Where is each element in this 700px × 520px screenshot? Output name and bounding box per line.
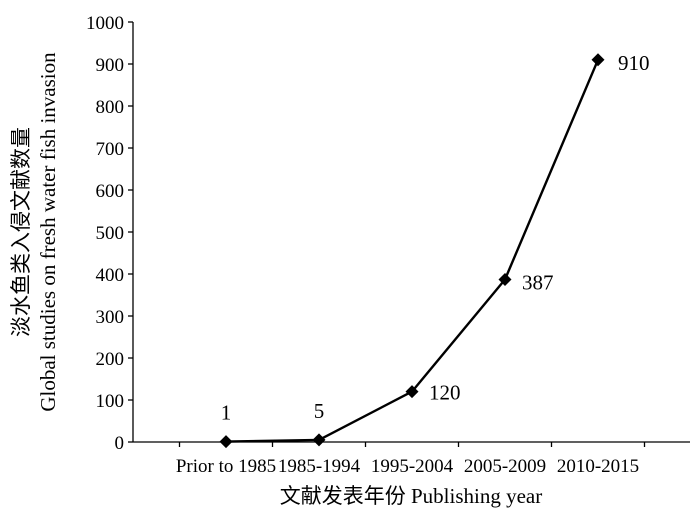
y-axis-title-chinese: 淡水鱼类入侵文献数量: [9, 127, 33, 337]
data-point-marker: [591, 53, 605, 67]
data-point-marker: [498, 272, 512, 286]
x-tick-label: Prior to 1985: [176, 456, 276, 477]
y-tick-label: 800: [96, 97, 125, 118]
y-tick-label: 200: [96, 349, 125, 370]
x-axis-title: 文献发表年份 Publishing year: [280, 484, 543, 508]
data-label: 910: [618, 51, 650, 75]
y-axis-title: 淡水鱼类入侵文献数量 Global studies on fresh water…: [9, 52, 60, 412]
data-labels: 1 5 120 387 910: [221, 51, 650, 425]
x-tick-label: 1995-2004: [371, 456, 454, 477]
x-axis-ticks: Prior to 1985 1985-1994 1995-2004 2005-2009…: [176, 442, 646, 477]
y-tick-label: 600: [96, 181, 125, 202]
data-label: 1: [221, 401, 232, 425]
x-tick-label: 1985-1994: [278, 456, 361, 477]
x-tick-label: 2005-2009: [464, 456, 546, 477]
y-tick-label: 700: [96, 139, 125, 160]
data-markers: [219, 53, 605, 449]
y-tick-label: 500: [96, 223, 125, 244]
x-tick-label: 2010-2015: [557, 456, 639, 477]
series-line: [225, 59, 600, 443]
y-tick-label: 300: [96, 307, 125, 328]
data-point-marker: [219, 435, 233, 449]
data-point-marker: [405, 385, 419, 399]
y-tick-label: 900: [96, 55, 125, 76]
y-tick-label: 0: [115, 433, 125, 454]
y-tick-label: 400: [96, 265, 125, 286]
data-label: 5: [314, 399, 325, 423]
data-label: 120: [429, 381, 461, 405]
y-tick-label: 1000: [86, 13, 124, 34]
y-axis-title-english: Global studies on fresh water fish invas…: [36, 52, 60, 412]
y-axis-ticks: 0 100 200 300 400 500 600 700 800 900 1000: [86, 13, 133, 454]
y-tick-label: 100: [96, 391, 125, 412]
data-label: 387: [522, 270, 554, 294]
series-line-group: [225, 59, 600, 443]
data-point-marker: [312, 433, 326, 447]
